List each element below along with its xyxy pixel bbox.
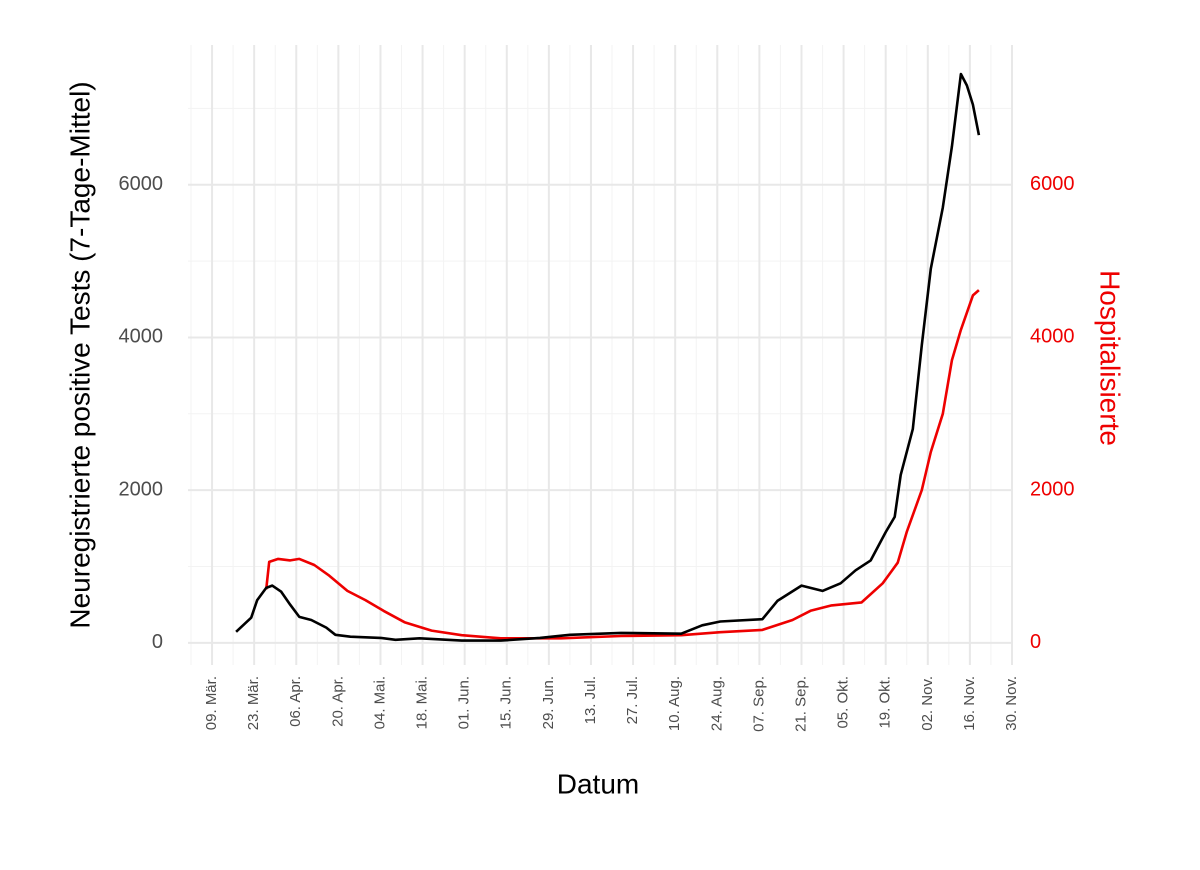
y-tick-label: 6000 <box>119 173 164 195</box>
line <box>235 72 981 642</box>
x-tick-label: 04. Mai. <box>371 676 388 729</box>
x-tick-label: 10. Aug. <box>666 676 683 731</box>
y2-tick-label: 0 <box>1030 631 1041 653</box>
y2-tick-label: 6000 <box>1030 173 1075 195</box>
x-tick-label: 15. Jun. <box>498 676 515 729</box>
x-tick-label: 13. Jul. <box>582 676 599 724</box>
y-tick-label: 0 <box>152 631 163 653</box>
y2-tick-label: 2000 <box>1030 478 1075 500</box>
x-tick-label: 09. Mär. <box>203 676 220 730</box>
x-tick-label: 06. Apr. <box>287 676 304 727</box>
x-tick-label: 20. Apr. <box>329 676 346 727</box>
y-tick-label: 2000 <box>119 478 164 500</box>
x-tick-label: 05. Okt. <box>835 676 852 729</box>
line <box>264 289 980 640</box>
y-axis-title: Neuregistrierte positive Tests (7-Tage-M… <box>64 81 95 628</box>
y2-axis-title: Hospitalisierte <box>1095 270 1126 446</box>
x-tick-label: 21. Sep. <box>792 676 809 732</box>
x-tick-label: 23. Mär. <box>245 676 262 730</box>
x-tick-label: 07. Sep. <box>750 676 767 732</box>
x-tick-label: 01. Jun. <box>456 676 473 729</box>
x-axis-title: Datum <box>557 768 639 799</box>
y-tick-label: 4000 <box>119 326 164 348</box>
x-tick-label: 30. Nov. <box>1003 676 1020 731</box>
x-tick-label: 19. Okt. <box>877 676 894 729</box>
x-tick-label: 18. Mai. <box>414 676 431 729</box>
x-tick-label: 02. Nov. <box>919 676 936 731</box>
x-tick-label: 24. Aug. <box>708 676 725 731</box>
x-tick-label: 27. Jul. <box>624 676 641 724</box>
x-tick-label: 29. Jun. <box>540 676 557 729</box>
x-tick-label: 16. Nov. <box>961 676 978 731</box>
y2-tick-label: 4000 <box>1030 326 1075 348</box>
